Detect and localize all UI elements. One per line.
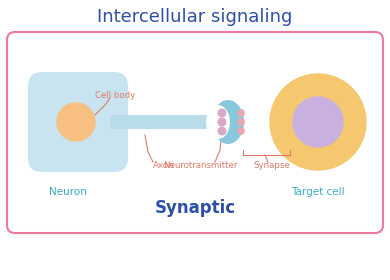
Text: Cell body: Cell body [95, 90, 135, 99]
FancyBboxPatch shape [28, 72, 128, 172]
Text: Synapse: Synapse [254, 160, 291, 169]
Ellipse shape [212, 100, 244, 144]
Circle shape [238, 128, 244, 134]
Text: Axon: Axon [153, 160, 174, 169]
Text: Intercellular signaling: Intercellular signaling [98, 8, 292, 26]
Circle shape [218, 109, 226, 117]
Circle shape [57, 103, 95, 141]
Circle shape [238, 119, 244, 125]
Ellipse shape [206, 105, 230, 139]
Polygon shape [110, 115, 220, 129]
Text: Synaptic: Synaptic [154, 199, 236, 217]
Text: Neuron: Neuron [49, 187, 87, 197]
Text: Neurotransmitter: Neurotransmitter [163, 160, 237, 169]
Circle shape [270, 74, 366, 170]
Circle shape [218, 127, 226, 135]
FancyBboxPatch shape [7, 32, 383, 233]
Circle shape [218, 118, 226, 126]
Text: Target cell: Target cell [291, 187, 345, 197]
Circle shape [238, 110, 244, 116]
Circle shape [293, 97, 343, 147]
